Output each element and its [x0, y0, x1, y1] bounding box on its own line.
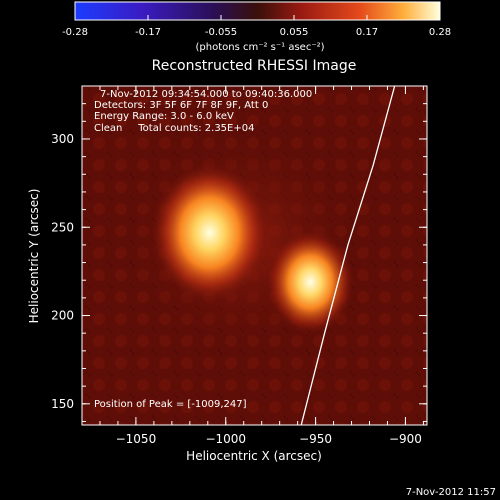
plot-frame [81, 85, 428, 426]
x-axis-ticks [99, 86, 424, 425]
heatmap-plot-area: −1050 −1000 −950 −900 150 200 250 300 [51, 85, 428, 446]
colorbar: -0.28 -0.17 -0.055 0.055 0.17 0.28 (photons c… [62, 1, 451, 53]
x-tick-label: −950 [299, 432, 332, 446]
hxr-source-1 [150, 162, 269, 303]
timestamp: 7-Nov-2012 11:57 [406, 487, 496, 498]
info-energy-range: Energy Range: 3.0 - 6.0 keV [94, 111, 234, 122]
observation-info: 7-Nov-2012 09:34:54.000 to 09:40:36.000 … [94, 89, 312, 134]
info-time-range: 7-Nov-2012 09:34:54.000 to 09:40:36.000 [100, 89, 312, 100]
colorbar-ticks [74, 15, 441, 20]
y-tick-label: 250 [51, 220, 74, 234]
y-axis-tick-labels: 150 200 250 300 [51, 132, 74, 411]
y-axis-label: Heliocentric Y (arcsec) [27, 189, 41, 324]
x-axis-label: Heliocentric X (arcsec) [186, 449, 322, 463]
info-clean-total-counts: Clean Total counts: 2.35E+04 [94, 123, 254, 134]
x-tick-label: −1000 [205, 432, 246, 446]
y-tick-label: 200 [51, 309, 74, 323]
colorbar-tick-label: -0.28 [62, 27, 88, 38]
colorbar-tick-label: -0.055 [205, 27, 237, 38]
plot-title: Reconstructed RHESSI Image [152, 58, 357, 74]
peak-position-label: Position of Peak = [-1009,247] [94, 399, 247, 410]
colorbar-tick-label: 0.28 [429, 27, 451, 38]
hxr-source-2 [266, 229, 355, 335]
info-detectors: Detectors: 3F 5F 6F 7F 8F 9F, Att 0 [94, 100, 268, 111]
y-tick-label: 150 [51, 397, 74, 411]
y-tick-label: 300 [51, 132, 74, 146]
x-axis-tick-labels: −1050 −1000 −950 −900 [116, 432, 422, 446]
colorbar-tick-labels: -0.28 -0.17 -0.055 0.055 0.17 0.28 [62, 27, 451, 38]
colorbar-unit-label: (photons cm⁻² s⁻¹ asec⁻²) [195, 42, 324, 53]
x-tick-label: −900 [389, 432, 422, 446]
solar-limb-curve [300, 86, 396, 425]
colorbar-gradient [74, 1, 441, 21]
y-axis-ticks [82, 85, 427, 422]
colorbar-tick-label: -0.17 [135, 27, 161, 38]
x-tick-label: −1050 [116, 432, 157, 446]
colorbar-tick-label: 0.17 [356, 27, 378, 38]
colorbar-tick-label: 0.055 [280, 27, 309, 38]
